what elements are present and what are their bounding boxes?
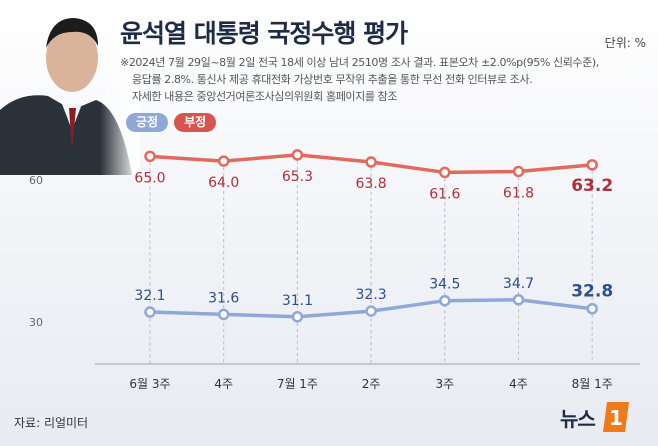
- positive-point: [217, 308, 230, 321]
- negative-point: [217, 155, 230, 167]
- x-tick-label: 8월 1주: [572, 377, 613, 391]
- survey-note-line: ※2024년 7월 29일~8월 2일 전국 18세 이상 남녀 2510명 조…: [120, 56, 599, 69]
- negative-data-label: 65.0: [134, 170, 165, 186]
- y-tick-label: 30: [29, 316, 43, 329]
- positive-point: [439, 294, 451, 307]
- positive-point: [291, 311, 304, 323]
- page-title: 윤석열 대통령 국정수행 평가: [120, 19, 408, 48]
- x-tick-label: 2주: [362, 377, 381, 391]
- brand-mark-icon: 1: [602, 402, 629, 432]
- negative-data-label: 65.3: [282, 169, 313, 185]
- negative-data-label: 64.0: [208, 175, 239, 191]
- positive-point: [586, 302, 598, 315]
- brand-text: 뉴스: [560, 406, 596, 431]
- positive-data-label: 31.1: [282, 293, 313, 309]
- negative-point: [365, 156, 377, 168]
- negative-data-label: 61.8: [503, 185, 534, 201]
- positive-point: [512, 294, 525, 306]
- positive-data-label: 34.5: [429, 277, 460, 293]
- positive-data-label: 32.1: [134, 288, 165, 304]
- brand-mark-text: 1: [609, 406, 623, 430]
- positive-point: [144, 306, 156, 318]
- source-label: 자료: 리얼미터: [14, 416, 89, 430]
- positive-data-label: 32.8: [571, 282, 613, 302]
- survey-note-line: 응답률 2.8%. 통신사 제공 휴대전화 가상번호 무작위 추출을 통한 무선…: [132, 73, 533, 86]
- president-portrait-image: [0, 0, 140, 175]
- positive-data-label: 34.7: [503, 276, 534, 292]
- positive-data-label: 32.3: [356, 287, 387, 303]
- legend-negative: 부정: [174, 113, 217, 132]
- negative-data-label: 63.2: [571, 176, 613, 196]
- survey-note: ※2024년 7월 29일~8월 2일 전국 18세 이상 남녀 2510명 조…: [120, 54, 620, 105]
- news1-logo: 뉴스 1: [560, 400, 633, 434]
- negative-point: [439, 166, 451, 179]
- positive-data-label: 31.6: [208, 290, 239, 306]
- survey-note-line: 자세한 내용은 중앙선거여론조사심의위원회 홈페이지를 참조: [132, 90, 398, 103]
- negative-point: [291, 149, 304, 161]
- x-tick-label: 4주: [509, 377, 528, 391]
- negative-point: [144, 150, 156, 163]
- negative-data-label: 63.8: [356, 176, 387, 192]
- negative-point: [512, 165, 525, 178]
- negative-data-label: 61.6: [429, 186, 460, 202]
- x-tick-label: 6월 3주: [129, 377, 170, 391]
- chart-legend: 긍정 부정: [126, 113, 217, 132]
- legend-positive: 긍정: [126, 113, 169, 132]
- x-tick-label: 4주: [214, 377, 233, 391]
- unit-label: 단위: %: [604, 36, 646, 50]
- y-tick-label: 60: [29, 174, 43, 187]
- positive-point: [365, 305, 377, 317]
- negative-point: [586, 159, 598, 171]
- x-tick-label: 3주: [435, 377, 454, 391]
- x-tick-label: 7월 1주: [277, 377, 318, 391]
